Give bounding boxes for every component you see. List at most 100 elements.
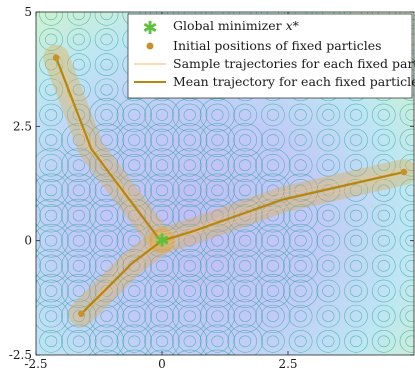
contour-ring bbox=[406, 361, 415, 371]
y-tick-label: 2.5 bbox=[13, 119, 32, 133]
contour-ring bbox=[122, 254, 147, 278]
contour-ring bbox=[344, 153, 368, 177]
contour-ring bbox=[39, 12, 63, 26]
legend-label-initial: Initial positions of fixed particles bbox=[173, 38, 382, 53]
contour-ring bbox=[288, 279, 313, 303]
contour-ring bbox=[150, 279, 174, 303]
contour-ring bbox=[45, 58, 58, 71]
contour-ring bbox=[371, 128, 396, 152]
contour-ring bbox=[316, 153, 341, 177]
contour-ring bbox=[66, 229, 91, 252]
contour-ring bbox=[399, 304, 414, 328]
sample-trajectory bbox=[63, 51, 166, 235]
contour-ring bbox=[399, 204, 414, 227]
mean-trajectory bbox=[55, 57, 163, 242]
contour-ring bbox=[405, 310, 414, 322]
contour-ring bbox=[349, 209, 363, 222]
contour-ring bbox=[128, 285, 141, 297]
contour-ring bbox=[255, 249, 291, 283]
contour-ring bbox=[18, 260, 30, 271]
contour-ring bbox=[155, 335, 169, 348]
contour-ring bbox=[266, 134, 279, 146]
contour-ring bbox=[288, 103, 313, 127]
contour-ring bbox=[405, 109, 414, 121]
contour-ring bbox=[100, 310, 113, 322]
contour-ring bbox=[399, 179, 414, 202]
contour-ring bbox=[316, 329, 341, 353]
contour-ring bbox=[294, 285, 307, 297]
contour-ring bbox=[349, 159, 363, 172]
contour-ring bbox=[199, 223, 236, 258]
legend-label-samples: Sample trajectories for each fixed parti… bbox=[173, 56, 415, 71]
contour-ring bbox=[405, 234, 414, 247]
contour-ring bbox=[72, 83, 85, 96]
contour-ring bbox=[12, 54, 35, 76]
contour-ring bbox=[12, 255, 35, 277]
contour-ring bbox=[316, 128, 341, 152]
contour-ring bbox=[12, 305, 35, 327]
contour-ring bbox=[288, 128, 313, 152]
contour-ring bbox=[94, 204, 119, 227]
contour-ring bbox=[177, 153, 202, 177]
contour-ring bbox=[61, 249, 97, 283]
contour-ring bbox=[322, 109, 335, 121]
contour-ring bbox=[211, 310, 224, 322]
contour-ring bbox=[177, 103, 202, 127]
contour-ring bbox=[183, 209, 196, 222]
contour-ring bbox=[344, 229, 368, 252]
contour-ring bbox=[45, 83, 58, 96]
contour-ring bbox=[61, 274, 97, 308]
contour-ring bbox=[399, 279, 414, 303]
contour-ring bbox=[128, 209, 141, 222]
contour-ring bbox=[211, 109, 224, 121]
contour-ring bbox=[18, 160, 30, 171]
contour-ring bbox=[39, 103, 63, 127]
contour-ring bbox=[322, 234, 335, 247]
contour-ring bbox=[36, 148, 69, 183]
contour-ring bbox=[128, 109, 141, 121]
contour-ring bbox=[177, 304, 202, 328]
contour-ring bbox=[205, 304, 230, 328]
contour-ring bbox=[122, 103, 147, 127]
contour-ring bbox=[18, 34, 30, 45]
contour-ring bbox=[288, 254, 313, 278]
contour-ring bbox=[88, 324, 125, 355]
contour-ring bbox=[122, 229, 147, 252]
contour-ring bbox=[155, 134, 169, 146]
contour-ring bbox=[36, 254, 42, 278]
contour-ring bbox=[61, 198, 97, 233]
contour-ring bbox=[177, 128, 202, 152]
sample-trajectory bbox=[169, 177, 397, 247]
contour-ring bbox=[66, 153, 91, 177]
contour-ring bbox=[100, 33, 113, 46]
contour-ring bbox=[18, 336, 30, 347]
contour-ring bbox=[183, 234, 196, 247]
contour-ring bbox=[66, 103, 91, 127]
contour-ring bbox=[36, 173, 69, 208]
contour-ring bbox=[344, 103, 368, 127]
contour-ring bbox=[39, 279, 63, 303]
contour-ring bbox=[371, 279, 396, 303]
contour-ring bbox=[233, 128, 258, 152]
contour-ring bbox=[211, 285, 224, 297]
contour-ring bbox=[66, 179, 91, 202]
contour-ring bbox=[172, 299, 208, 333]
x-tick-label: 0 bbox=[158, 357, 166, 371]
contour-ring bbox=[239, 159, 252, 172]
contour-ring bbox=[322, 335, 335, 348]
contour-ring bbox=[199, 98, 236, 132]
contour-ring bbox=[45, 335, 58, 348]
contour-ring bbox=[212, 361, 224, 371]
contour-ring bbox=[155, 260, 169, 272]
contour-ring bbox=[116, 324, 152, 355]
contour-ring bbox=[399, 153, 414, 177]
contour-ring bbox=[344, 204, 368, 227]
contour-ring bbox=[323, 361, 335, 371]
contour-ring bbox=[233, 304, 258, 328]
y-tick-label: -2.5 bbox=[9, 348, 32, 362]
contour-ring bbox=[88, 123, 125, 157]
contour-ring bbox=[282, 274, 319, 308]
contour-ring bbox=[88, 98, 125, 132]
contour-ring bbox=[144, 299, 180, 333]
contour-ring bbox=[116, 98, 152, 132]
